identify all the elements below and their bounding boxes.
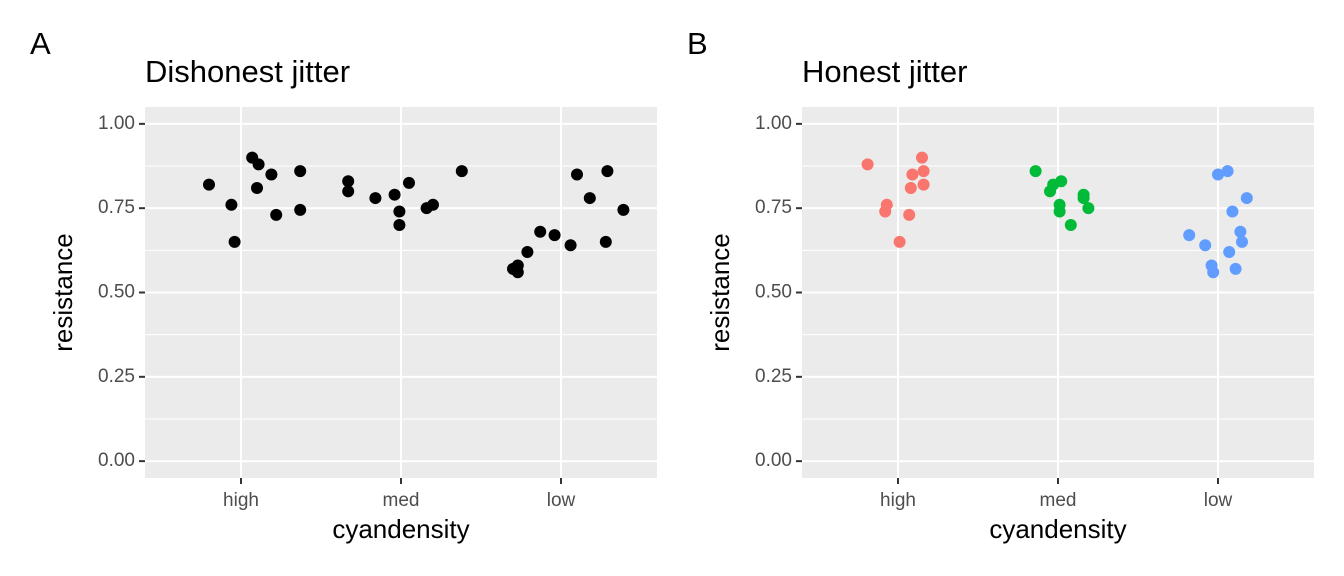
point: [1183, 229, 1196, 242]
point: [455, 165, 468, 178]
point: [203, 178, 215, 191]
x-axis-title: cyandensity: [989, 514, 1126, 544]
x-tick-label: high: [880, 490, 916, 511]
point: [879, 205, 892, 218]
point: [617, 203, 630, 216]
point: [1223, 246, 1236, 259]
point: [564, 239, 577, 252]
panel-title: Dishonest jitter: [145, 54, 350, 89]
x-tick-label: low: [547, 490, 576, 511]
point: [294, 203, 307, 216]
point: [583, 192, 596, 205]
point: [903, 208, 916, 221]
point: [521, 246, 534, 259]
point: [393, 205, 406, 218]
x-tick-label: med: [1040, 490, 1077, 511]
point: [916, 151, 928, 164]
point: [1226, 205, 1239, 218]
point: [534, 225, 547, 238]
y-tick-label: 0.00: [755, 450, 792, 471]
point: [342, 185, 355, 198]
point: [1199, 239, 1212, 252]
y-tick-label: 1.00: [98, 113, 135, 134]
point: [861, 158, 874, 171]
point: [1055, 175, 1068, 188]
y-axis-title: resistance: [48, 233, 78, 352]
y-tick-label: 0.50: [98, 282, 135, 303]
point: [906, 168, 919, 181]
x-tick-label: med: [383, 490, 420, 511]
point: [1029, 165, 1042, 178]
point: [1077, 192, 1090, 205]
point: [548, 229, 561, 242]
point: [228, 235, 241, 248]
panel-title: Honest jitter: [802, 54, 967, 89]
point: [1207, 266, 1220, 279]
point: [265, 168, 278, 181]
point: [294, 165, 307, 178]
point: [1229, 262, 1242, 275]
point: [252, 158, 265, 171]
y-axis-title: resistance: [705, 233, 735, 352]
point: [1053, 205, 1066, 218]
y-tick-label: 0.00: [98, 450, 135, 471]
x-tick-label: low: [1204, 490, 1233, 511]
y-tick-label: 0.75: [98, 197, 135, 218]
point: [1221, 165, 1234, 178]
y-tick-label: 0.50: [755, 282, 792, 303]
point: [369, 192, 382, 205]
point: [571, 168, 583, 181]
point: [270, 208, 283, 221]
y-tick-label: 0.25: [755, 366, 792, 387]
point: [1064, 219, 1077, 232]
point: [917, 165, 930, 178]
point: [342, 175, 355, 188]
point: [1212, 168, 1224, 181]
x-tick-label: high: [223, 490, 259, 511]
point: [1236, 235, 1248, 248]
point: [388, 188, 401, 201]
point: [904, 181, 917, 194]
point: [393, 219, 406, 232]
point: [917, 178, 930, 191]
point: [599, 235, 612, 248]
point: [251, 181, 263, 194]
point: [1234, 225, 1247, 238]
panel-tag: A: [30, 26, 51, 61]
point: [1240, 192, 1253, 205]
point: [1082, 202, 1095, 215]
y-tick-label: 1.00: [755, 113, 792, 134]
point: [403, 176, 415, 189]
y-tick-label: 0.75: [755, 197, 792, 218]
point: [601, 165, 614, 178]
panel-tag: B: [687, 26, 708, 61]
y-tick-label: 0.25: [98, 366, 135, 387]
point: [893, 235, 906, 248]
point: [427, 198, 439, 211]
point: [225, 198, 238, 211]
x-axis-title: cyandensity: [332, 514, 469, 544]
point: [511, 266, 524, 279]
